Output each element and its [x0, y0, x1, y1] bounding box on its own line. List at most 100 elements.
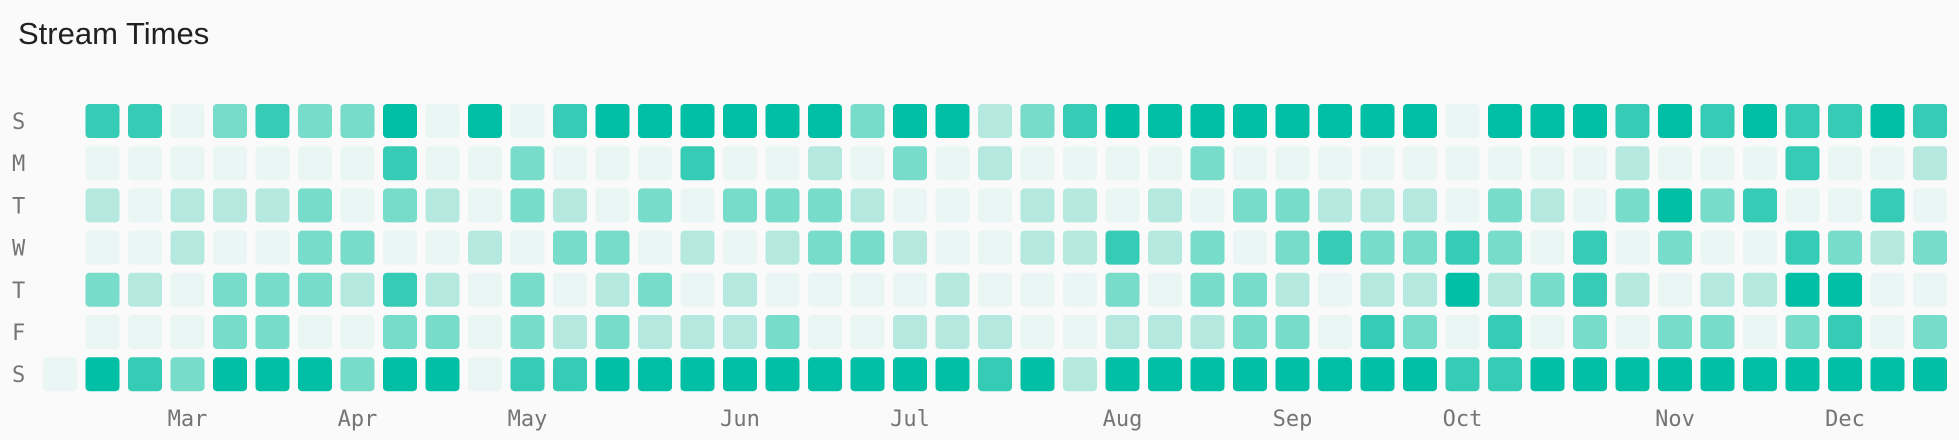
cell — [1828, 104, 1862, 138]
cell — [638, 272, 672, 307]
cell — [128, 357, 162, 392]
cell — [595, 357, 630, 392]
cell — [1105, 272, 1140, 307]
cell — [425, 104, 460, 138]
cell — [170, 272, 205, 307]
cell — [1148, 188, 1182, 223]
cell — [1785, 104, 1820, 138]
cell — [1105, 146, 1140, 181]
cell — [128, 272, 162, 307]
x-tick-label: Jun — [720, 407, 760, 432]
cell — [255, 230, 290, 265]
cell — [553, 146, 587, 181]
cell — [595, 230, 630, 265]
cell — [1488, 230, 1522, 265]
cell — [170, 188, 205, 223]
cell — [1445, 230, 1480, 265]
cell — [1360, 315, 1395, 349]
cell — [1233, 146, 1267, 181]
cell — [1020, 230, 1055, 265]
cell — [935, 272, 970, 307]
cell — [510, 357, 545, 392]
cell — [1828, 188, 1862, 223]
cell — [425, 230, 460, 265]
cell — [638, 188, 672, 223]
cell — [680, 272, 715, 307]
cell — [595, 146, 630, 181]
x-tick-label: Nov — [1655, 407, 1695, 432]
cell — [553, 357, 587, 392]
cell — [1573, 315, 1607, 349]
cell — [935, 357, 970, 392]
cell — [553, 315, 587, 349]
cell — [298, 315, 332, 349]
cell — [1020, 188, 1055, 223]
cell — [1828, 230, 1862, 265]
cell — [468, 188, 502, 223]
cell — [1360, 146, 1395, 181]
cell — [340, 146, 375, 181]
cell — [1700, 315, 1735, 349]
cell — [553, 104, 587, 138]
row-label: S — [12, 110, 25, 135]
x-tick-label: Aug — [1103, 407, 1143, 432]
cell — [1530, 104, 1565, 138]
cell — [1233, 315, 1267, 349]
cell — [298, 272, 332, 307]
cell — [213, 272, 247, 307]
cell — [340, 357, 375, 392]
cell — [1870, 104, 1905, 138]
cell — [1275, 188, 1310, 223]
cell — [1020, 104, 1055, 138]
cell — [553, 230, 587, 265]
cell — [1148, 315, 1182, 349]
cell — [553, 272, 587, 307]
cell — [1275, 357, 1310, 392]
cell — [85, 188, 120, 223]
cell — [1148, 357, 1182, 392]
cell — [808, 230, 842, 265]
cell — [1658, 188, 1692, 223]
cell — [85, 357, 120, 392]
cell — [1233, 272, 1267, 307]
cell — [723, 230, 757, 265]
cell — [595, 188, 630, 223]
cell — [723, 104, 757, 138]
cell — [1233, 104, 1267, 138]
cell — [255, 104, 290, 138]
cell — [1573, 146, 1607, 181]
cell — [978, 104, 1012, 138]
cell — [1488, 146, 1522, 181]
cell — [383, 272, 417, 307]
cell — [340, 104, 375, 138]
cell — [128, 315, 162, 349]
cell — [1403, 315, 1437, 349]
cell — [1828, 357, 1862, 392]
cell — [1743, 272, 1777, 307]
cell — [1913, 272, 1947, 307]
x-tick-label: Dec — [1825, 407, 1865, 432]
cell — [298, 230, 332, 265]
cell — [1530, 357, 1565, 392]
row-label: M — [12, 152, 25, 177]
x-tick-label: Jul — [890, 407, 930, 432]
cell — [298, 146, 332, 181]
cell — [978, 357, 1012, 392]
cell — [1785, 357, 1820, 392]
cell — [850, 146, 885, 181]
cell — [1063, 188, 1097, 223]
cell — [1658, 104, 1692, 138]
cell — [1318, 188, 1352, 223]
cell — [765, 315, 800, 349]
cell — [1573, 272, 1607, 307]
cell — [510, 104, 545, 138]
cell — [595, 104, 630, 138]
cell — [808, 315, 842, 349]
cell — [1870, 146, 1905, 181]
cell — [1913, 188, 1947, 223]
cell — [1190, 315, 1225, 349]
cell — [680, 146, 715, 181]
cell — [468, 315, 502, 349]
cell — [383, 146, 417, 181]
cell — [1700, 272, 1735, 307]
